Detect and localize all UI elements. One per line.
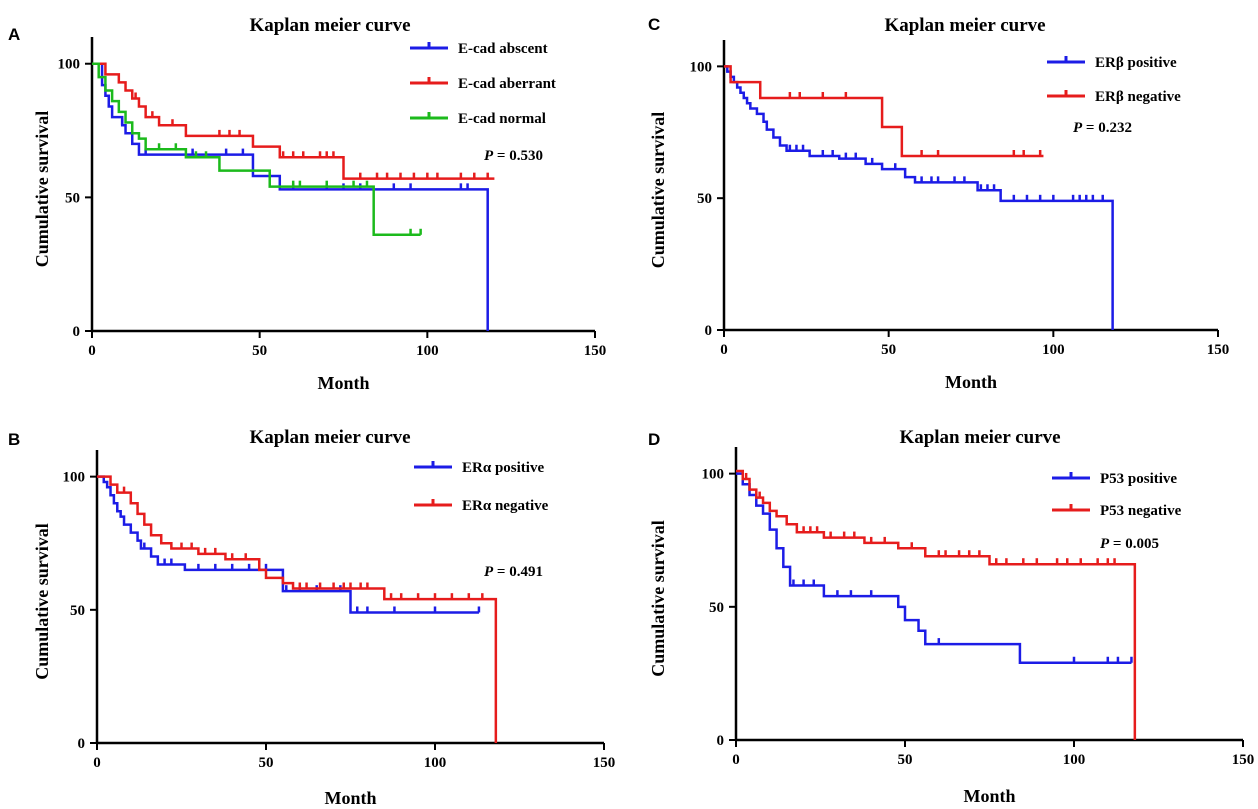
x-tick-label: 0 bbox=[732, 752, 740, 768]
x-tick-label: 100 bbox=[416, 343, 439, 359]
p-value-text: = 0.232 bbox=[1082, 120, 1132, 136]
km-panel-a: A Kaplan meier curve 0 50 100 150 0 50 100 Month C… bbox=[8, 15, 606, 393]
p-value-text: = 0.005 bbox=[1109, 536, 1159, 552]
legend-label: ERβ positive bbox=[1095, 55, 1177, 71]
x-tick-label: 150 bbox=[593, 755, 616, 771]
p-value-symbol: P bbox=[1073, 120, 1083, 136]
y-tick-label: 0 bbox=[78, 736, 86, 752]
km-panel-c: C Kaplan meier curve 0 50 100 150 0 50 100 Month C… bbox=[648, 15, 1229, 392]
y-tick-label: 50 bbox=[70, 603, 85, 619]
x-tick-label: 100 bbox=[1042, 342, 1065, 358]
series-0 bbox=[736, 472, 1133, 665]
x-axis-label: Month bbox=[963, 786, 1015, 806]
survival-curve bbox=[92, 62, 495, 180]
survival-curve bbox=[736, 472, 1132, 665]
survival-curve bbox=[92, 62, 489, 331]
legend-entry: E-cad abscent bbox=[410, 41, 548, 57]
survival-curve bbox=[736, 469, 1137, 740]
legend-entry: ERβ positive bbox=[1047, 55, 1177, 71]
legend-label: E-cad abscent bbox=[458, 41, 548, 57]
series-0 bbox=[92, 62, 489, 331]
legend-label: ERα positive bbox=[462, 460, 544, 476]
x-tick-label: 100 bbox=[1063, 752, 1086, 768]
chart-title: Kaplan meier curve bbox=[884, 15, 1045, 36]
p-value: P = 0.491 bbox=[484, 564, 543, 580]
x-tick-label: 50 bbox=[881, 342, 896, 358]
series-1 bbox=[97, 475, 498, 743]
y-tick-label: 0 bbox=[717, 733, 725, 749]
legend-label: E-cad normal bbox=[458, 111, 546, 127]
y-tick-label: 100 bbox=[58, 57, 81, 73]
y-tick-label: 50 bbox=[709, 600, 724, 616]
km-panel-d: D Kaplan meier curve 0 50 100 150 0 50 100 Month C… bbox=[648, 427, 1254, 806]
legend-entry: ERα negative bbox=[414, 498, 549, 514]
x-tick-label: 0 bbox=[720, 342, 728, 358]
legend-entry: P53 negative bbox=[1052, 503, 1182, 519]
p-value-symbol: P bbox=[484, 148, 494, 164]
y-axis-label: Cumulative survival bbox=[648, 112, 668, 269]
series-1 bbox=[724, 65, 1044, 158]
x-tick-label: 150 bbox=[1232, 752, 1255, 768]
legend-entry: P53 positive bbox=[1052, 471, 1177, 487]
legend-label: ERα negative bbox=[462, 498, 549, 514]
x-tick-label: 0 bbox=[93, 755, 101, 771]
p-value-text: = 0.491 bbox=[493, 564, 543, 580]
p-value-text: = 0.530 bbox=[493, 148, 543, 164]
x-axis-label: Month bbox=[945, 372, 997, 392]
panel-letter: A bbox=[8, 25, 20, 44]
chart-title: Kaplan meier curve bbox=[899, 427, 1060, 448]
legend-entry: ERα positive bbox=[414, 460, 544, 476]
survival-curve bbox=[92, 62, 421, 237]
series-1 bbox=[92, 62, 495, 180]
y-axis-label: Cumulative survival bbox=[32, 111, 52, 268]
series-0 bbox=[97, 475, 481, 614]
legend-entry: E-cad aberrant bbox=[410, 76, 556, 92]
panel-letter: B bbox=[8, 430, 20, 449]
x-tick-label: 50 bbox=[252, 343, 267, 359]
legend-label: P53 negative bbox=[1100, 503, 1182, 519]
y-tick-label: 50 bbox=[697, 191, 712, 207]
x-tick-label: 150 bbox=[584, 343, 607, 359]
legend-entry: ERβ negative bbox=[1047, 89, 1181, 105]
x-tick-label: 0 bbox=[88, 343, 96, 359]
series-2 bbox=[92, 62, 422, 237]
series-1 bbox=[736, 469, 1137, 740]
legend-label: E-cad aberrant bbox=[458, 76, 556, 92]
y-tick-label: 100 bbox=[63, 470, 86, 486]
survival-curve bbox=[724, 65, 1114, 330]
legend-label: P53 positive bbox=[1100, 471, 1177, 487]
km-panel-b: B Kaplan meier curve 0 50 100 150 0 50 100 Month C… bbox=[8, 427, 615, 808]
x-tick-label: 100 bbox=[424, 755, 447, 771]
p-value: P = 0.232 bbox=[1073, 120, 1132, 136]
x-axis-label: Month bbox=[324, 788, 376, 808]
p-value: P = 0.530 bbox=[484, 148, 543, 164]
x-axis-label: Month bbox=[317, 373, 369, 393]
survival-curve bbox=[724, 65, 1044, 158]
p-value-symbol: P bbox=[1100, 536, 1110, 552]
series-0 bbox=[724, 65, 1114, 330]
p-value: P = 0.005 bbox=[1100, 536, 1159, 552]
legend-label: ERβ negative bbox=[1095, 89, 1181, 105]
x-tick-label: 50 bbox=[898, 752, 913, 768]
survival-curve bbox=[97, 475, 479, 614]
p-value-symbol: P bbox=[484, 564, 494, 580]
panel-letter: C bbox=[648, 15, 660, 34]
x-tick-label: 150 bbox=[1207, 342, 1230, 358]
chart-title: Kaplan meier curve bbox=[249, 427, 410, 448]
chart-title: Kaplan meier curve bbox=[249, 15, 410, 36]
y-tick-label: 100 bbox=[702, 467, 725, 483]
legend-entry: E-cad normal bbox=[410, 111, 546, 127]
y-tick-label: 0 bbox=[705, 323, 713, 339]
y-tick-label: 0 bbox=[73, 324, 81, 340]
y-tick-label: 100 bbox=[690, 59, 713, 75]
x-tick-label: 50 bbox=[259, 755, 274, 771]
survival-curve bbox=[97, 475, 498, 743]
y-axis-label: Cumulative survival bbox=[648, 520, 668, 677]
panel-letter: D bbox=[648, 430, 660, 449]
y-tick-label: 50 bbox=[65, 190, 80, 206]
y-axis-label: Cumulative survival bbox=[32, 523, 52, 680]
